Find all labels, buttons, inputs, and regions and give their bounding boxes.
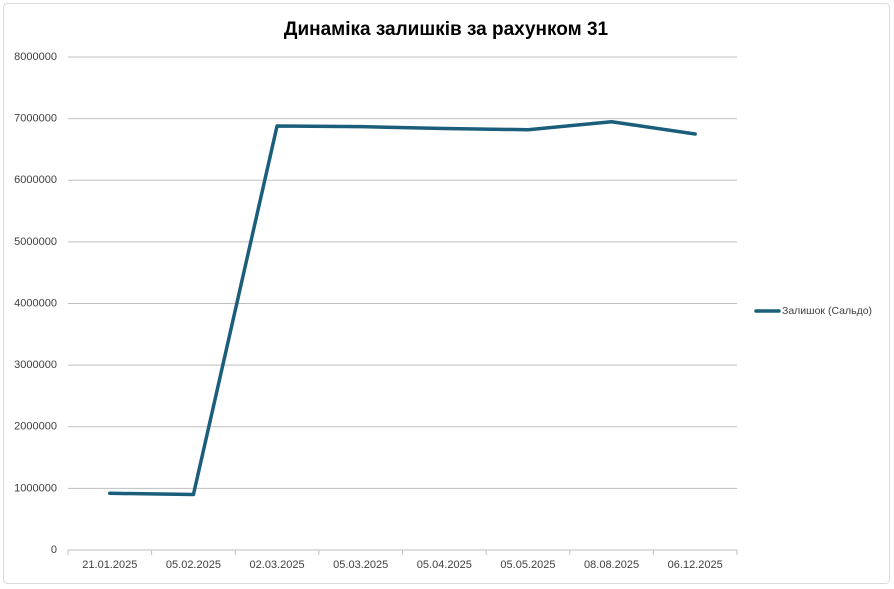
y-tick-label: 6000000 [14, 174, 57, 186]
x-tick-label: 06.12.2025 [668, 559, 723, 571]
y-tick-label: 0 [51, 544, 57, 556]
y-tick-label: 5000000 [14, 236, 57, 248]
y-tick-label: 8000000 [14, 51, 57, 63]
series-line [108, 119, 697, 497]
x-tick-label: 21.01.2025 [82, 559, 137, 571]
y-tick-label: 1000000 [14, 482, 57, 494]
x-tick-label: 08.08.2025 [584, 559, 639, 571]
y-tick-label: 4000000 [14, 297, 57, 309]
chart-border [3, 3, 890, 584]
x-tick-label: 05.02.2025 [166, 559, 221, 571]
x-tick-label: 05.03.2025 [333, 559, 388, 571]
y-tick-label: 3000000 [14, 359, 57, 371]
x-tick-label: 05.05.2025 [500, 559, 555, 571]
y-tick-label: 2000000 [14, 421, 57, 433]
y-tick-label: 7000000 [14, 113, 57, 125]
x-tick-label: 05.04.2025 [417, 559, 472, 571]
legend-label: Залишок (Сальдо) [782, 305, 872, 317]
chart-title: Динаміка залишків за рахунком 31 [284, 19, 609, 40]
x-tick-label: 02.03.2025 [250, 559, 305, 571]
